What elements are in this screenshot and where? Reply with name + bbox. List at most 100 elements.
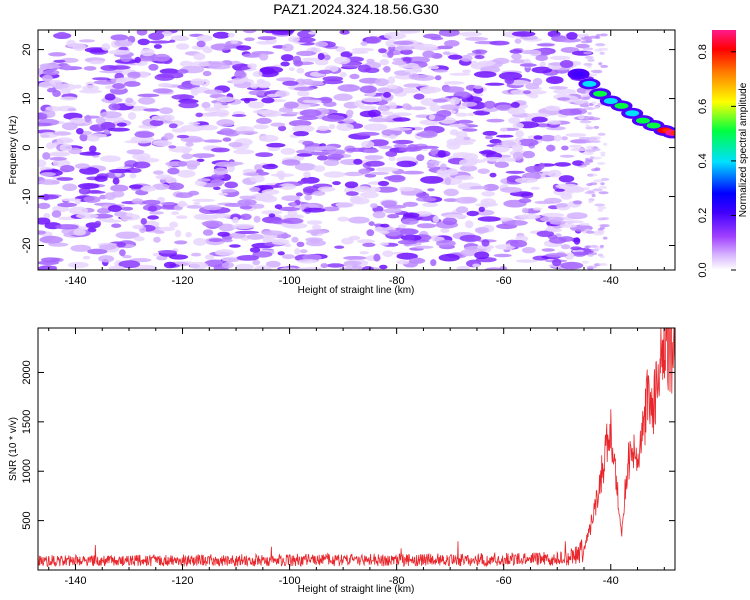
spectral-blob — [127, 71, 141, 79]
spectral-blob — [313, 165, 326, 172]
spectral-blob — [237, 199, 257, 206]
spectral-blob — [249, 247, 261, 253]
spectral-blob — [588, 244, 599, 248]
spectral-blob — [293, 60, 304, 67]
spectral-blob — [290, 202, 297, 207]
spectral-blob — [459, 234, 482, 242]
spectral-blob — [239, 195, 257, 200]
spectral-blob — [134, 264, 157, 270]
spectral-blob — [253, 124, 269, 130]
spectral-blob — [438, 30, 460, 37]
spectral-blob — [310, 151, 330, 156]
spectral-blob — [583, 187, 590, 191]
colorbar-tick-label: 0.6 — [697, 99, 709, 114]
spectral-blob — [339, 71, 347, 78]
spectral-blob — [494, 161, 509, 168]
spectral-blob — [442, 51, 451, 55]
spectral-blob — [171, 35, 188, 41]
spectral-blob — [103, 129, 111, 135]
spectral-blob — [379, 59, 390, 66]
spectral-blob — [181, 153, 193, 160]
spectral-blob — [265, 260, 281, 268]
colorbar: 0.0 0.2 0.4 0.6 0.8 Normalized spectral ampl… — [697, 30, 749, 278]
y-tick-label: 2000 — [21, 360, 33, 384]
spectral-blob — [72, 43, 86, 51]
spectral-blob — [178, 101, 199, 109]
spectral-blob — [259, 134, 279, 142]
spectral-blob — [442, 217, 458, 226]
spectral-blob — [396, 160, 417, 168]
spectral-blob — [368, 221, 375, 226]
spectral-blob — [428, 114, 436, 120]
spectral-blob — [161, 30, 173, 37]
spectral-blob — [40, 172, 56, 177]
spectral-blob — [67, 108, 77, 112]
spectral-blob — [349, 50, 369, 54]
spectral-blob — [600, 64, 609, 68]
spectral-blob — [281, 54, 294, 62]
spectral-blob — [83, 196, 101, 203]
spectral-blob — [282, 217, 304, 224]
spectral-blob — [42, 152, 51, 160]
spectral-blob — [587, 253, 594, 257]
spectral-blob — [197, 178, 211, 182]
spectral-blob — [359, 105, 377, 110]
spectral-blob — [580, 100, 589, 104]
spectral-blob — [348, 216, 370, 224]
spectral-blob — [278, 183, 297, 190]
spectral-blob — [288, 67, 295, 71]
spectral-blob — [175, 192, 194, 199]
spectral-blob — [51, 210, 62, 218]
spectral-blob — [601, 217, 609, 221]
spectral-blob — [542, 171, 553, 176]
spectral-blob — [483, 183, 499, 192]
spectral-blob — [565, 133, 587, 137]
spectral-blob — [443, 81, 465, 85]
spectral-blob — [147, 205, 158, 212]
spectral-blob — [552, 258, 562, 267]
colorbar-label: Normalized spectral amplitude — [738, 82, 749, 217]
spectral-blob — [204, 259, 226, 268]
spectral-blob — [546, 144, 556, 152]
spectral-blob — [176, 215, 188, 220]
signal-track-peak — [670, 130, 675, 135]
spectral-blob — [498, 72, 523, 80]
spectral-blob — [484, 135, 494, 140]
spectral-blob — [447, 168, 458, 173]
spectral-blob — [312, 190, 326, 196]
spectral-blob — [335, 202, 355, 208]
spectral-blob — [406, 144, 419, 152]
spectral-blob — [427, 188, 435, 192]
spectral-blob — [255, 152, 274, 158]
spectral-blob — [594, 36, 601, 39]
spectral-blob — [38, 194, 59, 200]
spectral-blob — [256, 169, 264, 173]
spectral-blob — [148, 32, 165, 41]
spectral-blob — [186, 205, 203, 209]
spectral-blob — [547, 120, 561, 125]
figure-title: PAZ1.2024.324.18.56.G30 — [273, 1, 439, 17]
spectral-blob — [229, 232, 246, 239]
spectral-blob — [256, 80, 271, 89]
spectral-blob — [548, 86, 568, 90]
spectral-blob — [270, 122, 286, 127]
spectral-blob — [572, 200, 583, 205]
spectral-blob — [375, 186, 398, 193]
spectrogram-y-label: Frequency (Hz) — [8, 116, 19, 185]
spectral-blob — [588, 117, 601, 121]
spectral-blob — [190, 89, 199, 96]
spectral-blob — [512, 122, 524, 129]
spectral-blob — [84, 114, 92, 123]
spectral-blob — [534, 200, 554, 205]
spectral-blob — [456, 266, 470, 270]
y-tick-label: 10 — [21, 92, 33, 104]
spectral-blob — [149, 211, 164, 215]
spectral-blob — [163, 261, 177, 269]
spectral-blob — [52, 131, 72, 136]
spectral-blob — [561, 136, 568, 141]
spectral-blob — [518, 138, 539, 147]
spectral-blob — [377, 180, 390, 187]
spectral-blob — [434, 75, 442, 81]
spectral-blob — [567, 186, 585, 193]
spectral-blob — [49, 152, 70, 156]
